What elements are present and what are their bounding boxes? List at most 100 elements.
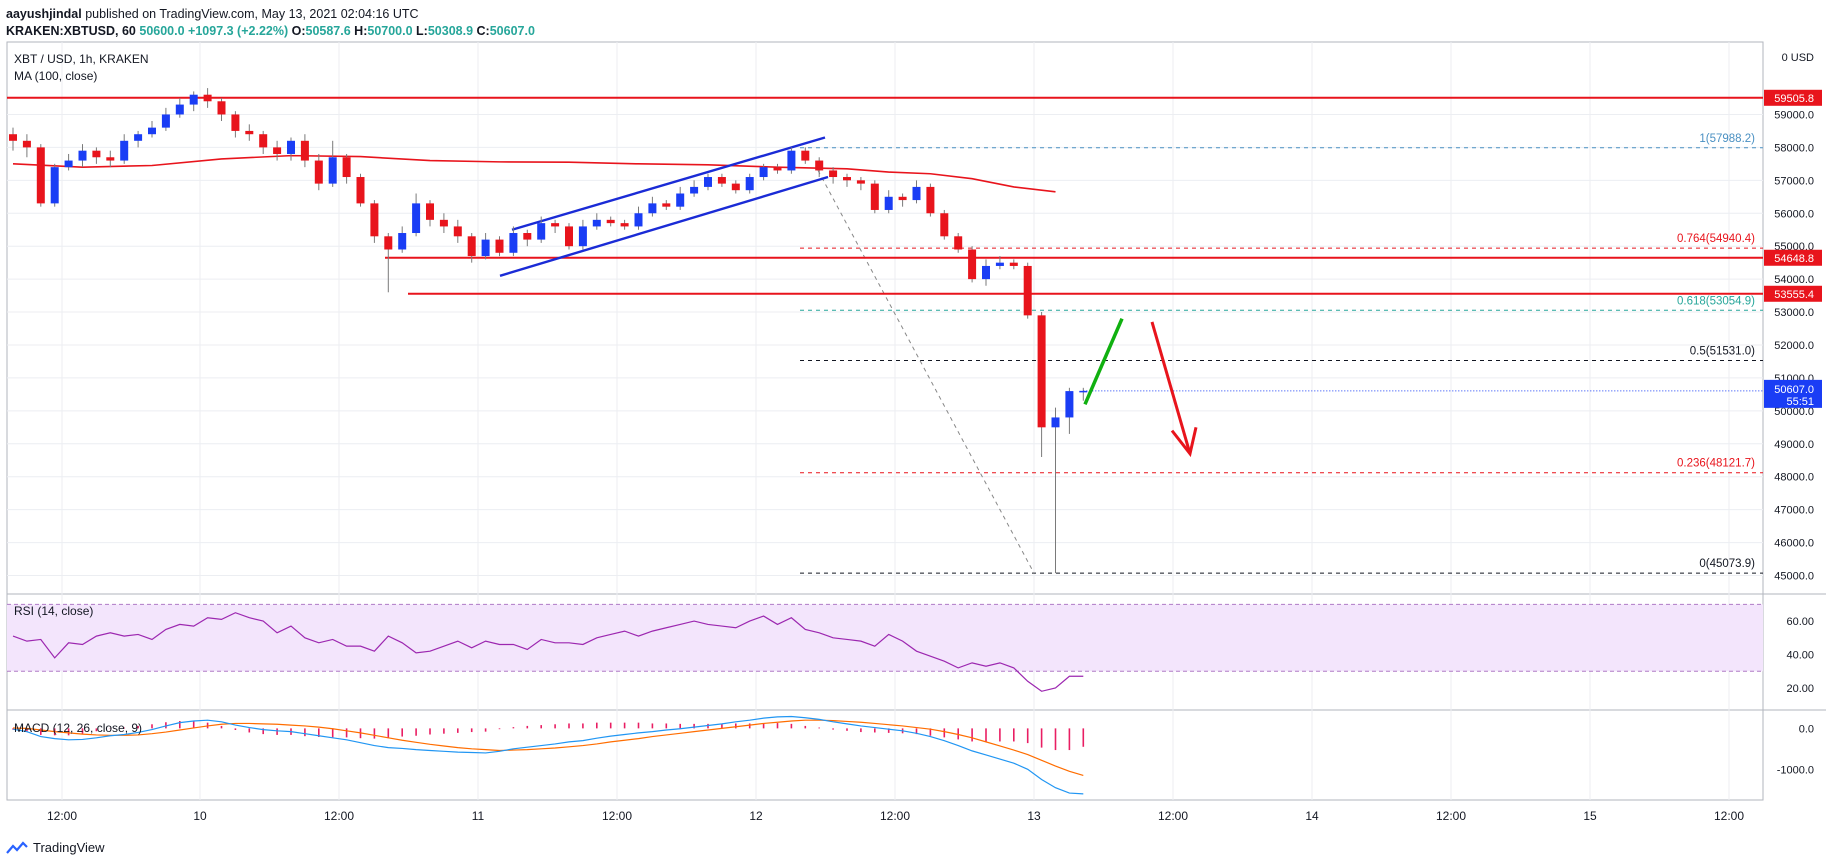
- price-tick-label: 58000.0: [1774, 142, 1814, 154]
- time-tick-label: 15: [1583, 809, 1597, 823]
- price-tick-label: 45000.0: [1774, 571, 1814, 583]
- candle-body: [968, 249, 977, 280]
- top-axis-label: 0 USD: [1782, 52, 1814, 64]
- fib-level-label: 0.764(54940.4): [1677, 233, 1755, 245]
- candle-body: [1037, 315, 1046, 428]
- ma-100-line: [12, 154, 1056, 193]
- macd-tick-label: -1000.0: [1777, 764, 1814, 776]
- candle-body: [634, 213, 643, 227]
- candle-body: [940, 213, 949, 237]
- price-tick-label: 52000.0: [1774, 340, 1814, 352]
- candle-body: [829, 170, 838, 178]
- macd-line: [12, 715, 1084, 795]
- macd-legend[interactable]: MACD (12, 26, close, 9): [14, 721, 143, 735]
- ma-legend[interactable]: MA (100, close): [14, 69, 98, 83]
- candle-body: [134, 134, 143, 141]
- footer: TradingView: [6, 840, 105, 855]
- price-tick-label: 59000.0: [1774, 109, 1814, 121]
- candle-body: [36, 147, 45, 204]
- close-label: C:: [476, 24, 490, 38]
- candle-body: [217, 101, 226, 115]
- candle-body: [565, 226, 573, 247]
- candle-body: [662, 203, 671, 207]
- high-label: H:: [354, 24, 368, 38]
- candle-body: [773, 167, 782, 171]
- time-tick-label: 13: [1027, 809, 1041, 823]
- candle-body: [717, 177, 726, 184]
- candle-body: [259, 134, 268, 148]
- macd-tick-label: 0.0: [1799, 723, 1814, 735]
- time-tick-label: 11: [472, 809, 485, 823]
- candle-body: [300, 140, 309, 161]
- candle-body: [1051, 417, 1060, 428]
- candle-body: [287, 140, 295, 154]
- price-axis-tag-label: 59505.8: [1774, 93, 1814, 105]
- candle-body: [231, 114, 240, 131]
- candle-body: [356, 177, 365, 204]
- low-value: 50308.9: [427, 24, 474, 38]
- candle-body: [495, 239, 504, 253]
- candle-body: [801, 150, 810, 161]
- price-tick-label: 47000.0: [1774, 505, 1814, 517]
- candle-body: [926, 186, 935, 214]
- candle-body: [787, 150, 796, 171]
- rsi-legend[interactable]: RSI (14, close): [14, 604, 94, 618]
- current-price-label: 50607.0: [1774, 384, 1814, 396]
- price-tick-label: 46000.0: [1774, 538, 1814, 550]
- price-tick-label: 54000.0: [1774, 274, 1814, 286]
- rsi-tick-label: 60.00: [1786, 616, 1814, 628]
- candle-body: [189, 94, 198, 105]
- candle-body: [161, 114, 170, 128]
- publish-header: aayushjindal published on TradingView.co…: [6, 6, 535, 40]
- fib-level-label: 0.236(48121.7): [1677, 458, 1755, 470]
- candle-body: [690, 186, 699, 194]
- candle-body: [439, 219, 448, 227]
- candle-body: [245, 130, 254, 135]
- candle-body: [1009, 262, 1018, 266]
- symbol-label: KRAKEN:XBTUSD, 60: [6, 24, 136, 38]
- open-value: 50587.6: [305, 24, 351, 38]
- candle-body: [50, 167, 59, 204]
- price-tick-label: 56000.0: [1774, 208, 1814, 220]
- candle-body: [1079, 390, 1088, 393]
- countdown-label: 55:51: [1786, 396, 1814, 408]
- fib-level-label: 0(45073.9): [1699, 558, 1755, 570]
- price-axis-tag-label: 53555.4: [1774, 289, 1814, 301]
- candle-body: [92, 150, 101, 158]
- time-tick-label: 12:00: [324, 809, 354, 823]
- price-axis-tag-label: 54648.8: [1774, 253, 1814, 265]
- pair-legend[interactable]: XBT / USD, 1h, KRAKEN: [14, 52, 149, 66]
- time-tick-label: 12:00: [602, 809, 632, 823]
- candle-body: [78, 150, 87, 161]
- candle-body: [1023, 265, 1032, 316]
- time-tick-label: 12:00: [1436, 809, 1466, 823]
- candle-body: [148, 127, 156, 135]
- channel-lower-line: [499, 175, 829, 277]
- candle-body: [815, 160, 824, 171]
- brand-label[interactable]: TradingView: [33, 840, 105, 855]
- fib-level-label: 0.5(51531.0): [1690, 345, 1755, 357]
- price-tick-label: 50000.0: [1774, 406, 1814, 418]
- fib-level-label: 0.618(53054.9): [1677, 295, 1755, 307]
- green-arrow-line: [1083, 317, 1124, 405]
- tradingview-logo-icon: [6, 840, 28, 854]
- candle-body: [1065, 391, 1074, 418]
- candle-body: [982, 265, 990, 280]
- candle-body: [426, 203, 434, 220]
- time-tick-label: 12:00: [47, 809, 77, 823]
- rsi-tick-label: 40.00: [1786, 650, 1814, 662]
- candle-body: [342, 157, 351, 178]
- red-arrow-head: [1170, 426, 1198, 458]
- author-name[interactable]: aayushjindal: [6, 7, 82, 21]
- candle-body: [648, 203, 657, 214]
- candle-body: [481, 239, 490, 257]
- candle-body: [676, 193, 685, 207]
- price-tick-label: 53000.0: [1774, 307, 1814, 319]
- candle-body: [314, 160, 323, 184]
- candle-body: [745, 177, 754, 191]
- candle-body: [523, 233, 532, 240]
- chart-frame: [6, 41, 1764, 801]
- candle-body: [467, 236, 476, 257]
- time-tick-label: 12:00: [880, 809, 910, 823]
